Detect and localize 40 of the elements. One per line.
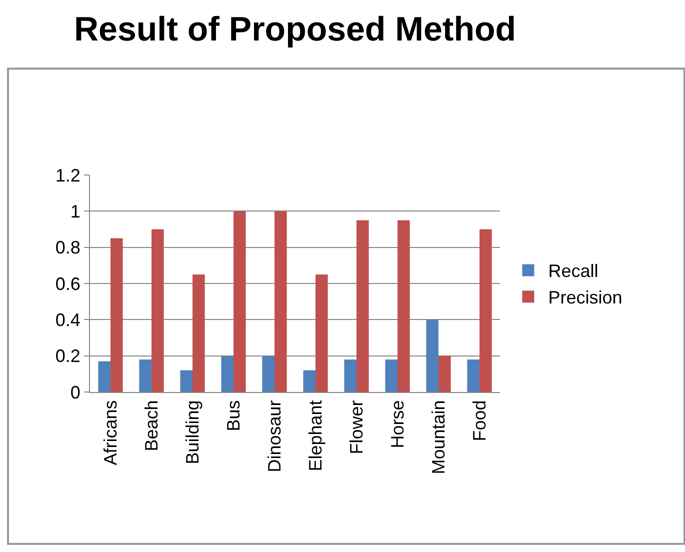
- chart-title: Result of Proposed Method: [74, 10, 516, 48]
- y-tick-label: 1: [70, 201, 80, 222]
- bar: [221, 356, 234, 392]
- x-tick-label: Africans: [100, 400, 120, 466]
- bar: [398, 220, 410, 392]
- bar: [234, 211, 246, 392]
- x-tick-label: Horse: [387, 400, 408, 448]
- bar: [385, 359, 398, 392]
- y-tick-label: 0.4: [55, 310, 80, 330]
- bar: [152, 229, 164, 392]
- bar: [192, 274, 205, 392]
- bar: [467, 359, 480, 392]
- y-tick-label: 0.6: [55, 274, 80, 294]
- bar: [262, 356, 274, 392]
- y-tick-label: 0.2: [55, 346, 80, 366]
- bar: [344, 359, 356, 392]
- x-tick-label: Bus: [223, 400, 244, 432]
- bar: [98, 361, 110, 392]
- bar: [426, 320, 438, 392]
- y-tick-label: 1.2: [55, 165, 80, 186]
- x-tick-label: Mountain: [428, 400, 448, 474]
- x-tick-label: Flower: [346, 400, 366, 454]
- legend-label: Precision: [548, 288, 622, 308]
- x-tick-label: Elephant: [305, 400, 326, 472]
- x-tick-label: Building: [182, 400, 202, 464]
- bar: [303, 370, 316, 392]
- y-tick-label: 0.8: [55, 238, 80, 258]
- x-tick-label: Food: [469, 400, 490, 442]
- bar: [139, 359, 152, 392]
- bar: [316, 274, 328, 392]
- bar: [110, 238, 123, 392]
- y-tick-label: 0: [70, 382, 80, 402]
- bar: [356, 220, 369, 392]
- x-tick-label: Dinosaur: [264, 400, 284, 472]
- bar: [480, 229, 492, 392]
- bar: [438, 356, 451, 392]
- x-tick-label: Beach: [141, 400, 162, 452]
- legend-label: Recall: [548, 261, 598, 282]
- bar: [180, 370, 192, 392]
- bar: [274, 211, 287, 392]
